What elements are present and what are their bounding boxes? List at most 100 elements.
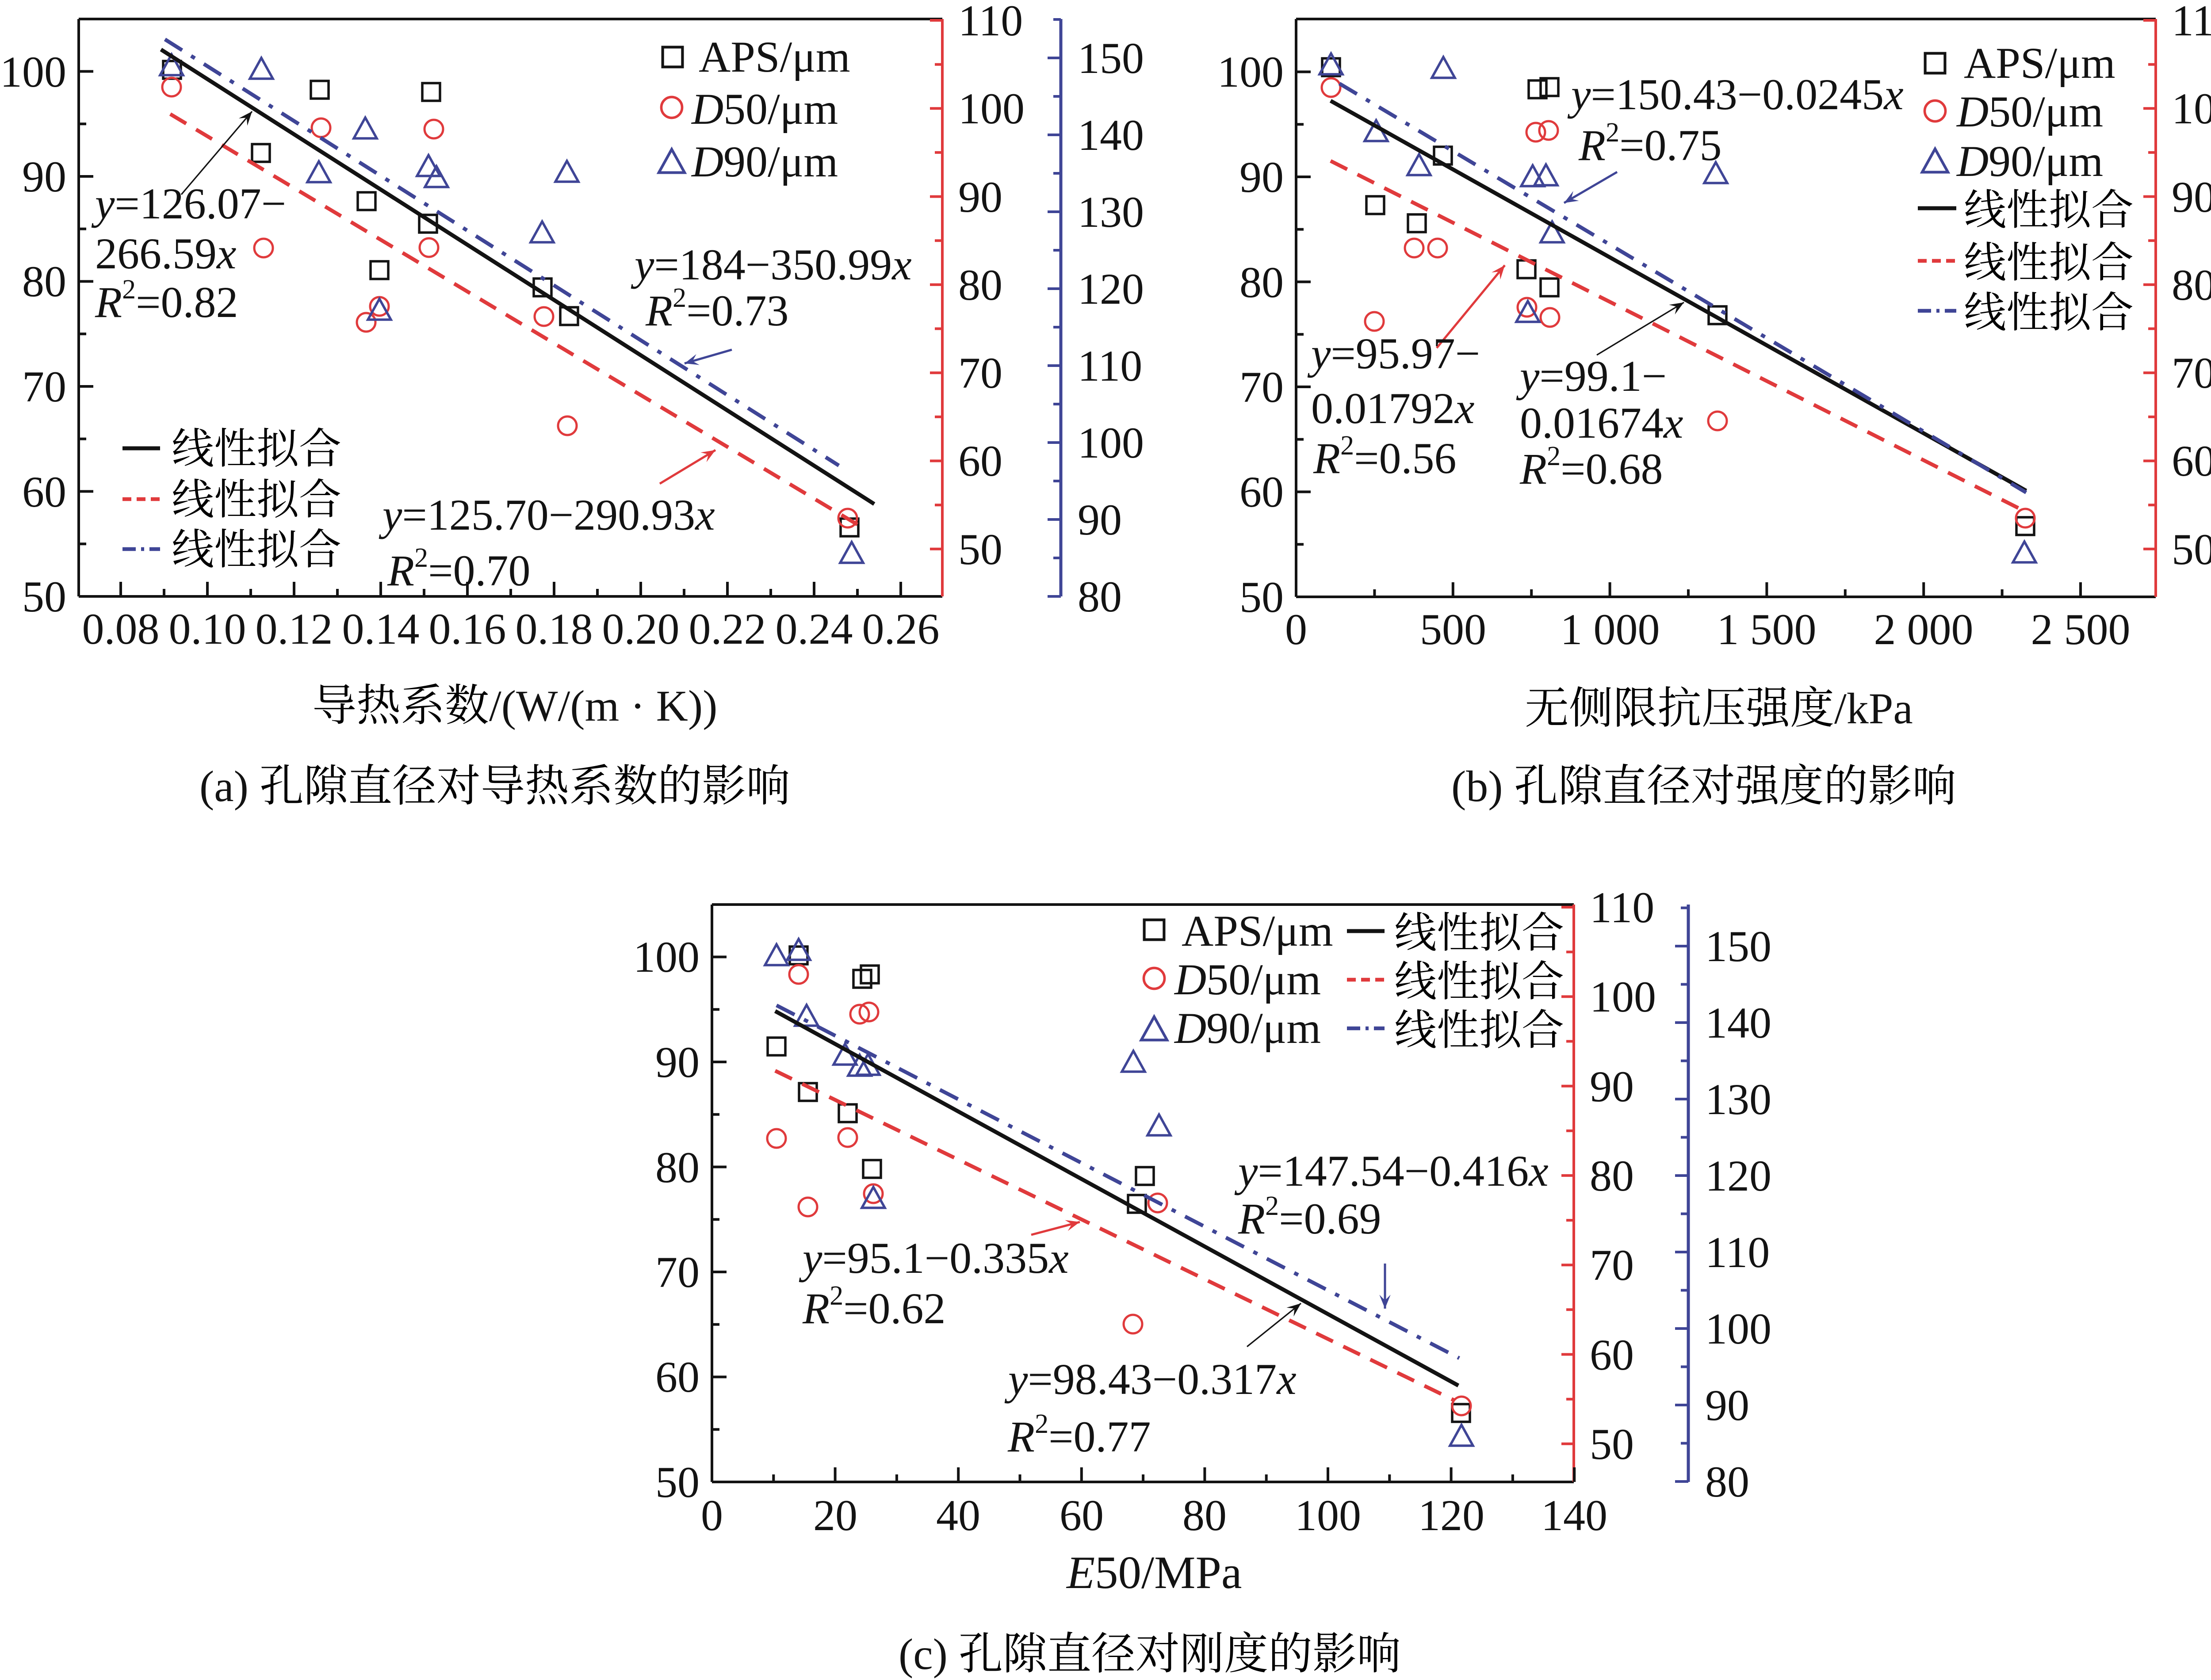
svg-text:/(W/(m · K)): /(W/(m · K)) [489, 681, 717, 730]
svg-text:90: 90 [2172, 172, 2211, 221]
svg-text:y=95.1−0.335x: y=95.1−0.335x [799, 1233, 1069, 1283]
svg-text:APS/μm: APS/μm [1182, 906, 1333, 955]
svg-text:90: 90 [655, 1038, 700, 1087]
svg-text:0.10: 0.10 [169, 604, 246, 653]
svg-text:100: 100 [0, 47, 66, 96]
svg-text:500: 500 [1420, 605, 1486, 654]
svg-text:R2​=0.77: R2​=0.77 [1007, 1409, 1151, 1461]
svg-text:y=98.43−0.317x: y=98.43−0.317x [1004, 1355, 1297, 1404]
svg-text:50: 50 [2172, 525, 2211, 574]
svg-text:y=150.43−0.0245x: y=150.43−0.0245x [1567, 70, 1904, 119]
svg-text:y=99.1−: y=99.1− [1516, 351, 1667, 401]
svg-text:80: 80 [1182, 1491, 1227, 1540]
svg-text:90: 90 [22, 152, 66, 201]
svg-text:50: 50 [1239, 573, 1284, 622]
svg-text:y=126.07−: y=126.07− [91, 179, 286, 228]
svg-text:70: 70 [2172, 348, 2211, 397]
svg-text:APS/μm: APS/μm [699, 32, 850, 81]
svg-text:20: 20 [813, 1491, 857, 1540]
svg-text:140: 140 [1541, 1491, 1607, 1540]
svg-text:90: 90 [1705, 1381, 1749, 1430]
svg-text:80: 80 [2172, 260, 2211, 309]
svg-text:2 000: 2 000 [1874, 605, 1974, 654]
svg-text:90: 90 [1239, 153, 1284, 202]
svg-text:70: 70 [22, 362, 66, 411]
svg-text:0.01674x: 0.01674x [1520, 398, 1683, 447]
svg-text:80: 80 [1239, 258, 1284, 307]
svg-text:120: 120 [1705, 1151, 1771, 1200]
svg-text:140: 140 [1705, 998, 1771, 1047]
svg-text:150: 150 [1078, 34, 1144, 83]
svg-text:266.59x: 266.59x [95, 229, 236, 278]
svg-text:R2​=0.62: R2​=0.62 [802, 1281, 946, 1333]
svg-text:90: 90 [1590, 1062, 1634, 1111]
svg-text:y=147.54−0.416x: y=147.54−0.416x [1234, 1146, 1549, 1195]
svg-text:0: 0 [1285, 605, 1307, 654]
svg-text:60: 60 [1060, 1491, 1104, 1540]
svg-text:90: 90 [958, 172, 1002, 221]
svg-text:130: 130 [1705, 1075, 1771, 1124]
svg-text:R2​=0.70: R2​=0.70 [387, 543, 531, 595]
svg-text:50: 50 [958, 525, 1002, 574]
svg-text:60: 60 [655, 1352, 700, 1401]
svg-text:100: 100 [1705, 1304, 1771, 1353]
svg-text:R2​=0.68: R2​=0.68 [1519, 441, 1663, 493]
svg-text:130: 130 [1078, 187, 1144, 237]
svg-text:100: 100 [958, 84, 1025, 133]
svg-text:y=125.70−290.93x: y=125.70−290.93x [379, 490, 715, 539]
svg-text:E: E [1066, 1546, 1095, 1598]
svg-text:80: 80 [22, 257, 66, 306]
svg-text:120: 120 [1418, 1491, 1484, 1540]
svg-text:80: 80 [1078, 572, 1122, 621]
svg-text:50: 50 [22, 572, 66, 621]
svg-text:D: D [1956, 137, 1989, 186]
svg-text:50/μm: 50/μm [1989, 87, 2103, 136]
svg-text:110: 110 [1705, 1228, 1770, 1277]
svg-text:0.20: 0.20 [602, 604, 680, 653]
svg-text:60: 60 [22, 467, 66, 516]
svg-text:90/μm: 90/μm [1989, 137, 2103, 186]
svg-text:0.18: 0.18 [516, 604, 593, 653]
svg-text:60: 60 [2172, 436, 2211, 485]
svg-text:D: D [691, 84, 723, 134]
svg-text:R2​=0.82: R2​=0.82 [95, 275, 238, 327]
svg-text:(a): (a) [199, 762, 249, 811]
svg-text:90/μm: 90/μm [1206, 1004, 1321, 1053]
svg-text:100: 100 [2172, 84, 2211, 133]
svg-text:80: 80 [1705, 1457, 1749, 1506]
svg-text:100: 100 [1078, 418, 1144, 467]
svg-text:70: 70 [958, 348, 1002, 397]
svg-text:100: 100 [1590, 972, 1656, 1021]
svg-text:(c): (c) [899, 1630, 948, 1679]
svg-text:R2​=0.73: R2​=0.73 [645, 283, 789, 335]
svg-text:100: 100 [633, 932, 700, 981]
svg-text:80: 80 [958, 260, 1002, 309]
svg-text:60: 60 [1590, 1330, 1634, 1379]
svg-text:150: 150 [1705, 922, 1771, 971]
svg-text:D: D [1174, 1004, 1206, 1053]
svg-text:120: 120 [1078, 264, 1144, 313]
svg-text:60: 60 [1239, 467, 1284, 516]
svg-text:50/MPa: 50/MPa [1095, 1546, 1242, 1598]
svg-text:100: 100 [1295, 1491, 1361, 1540]
svg-text:80: 80 [655, 1143, 700, 1192]
svg-text:90: 90 [1078, 495, 1122, 544]
svg-text:(b): (b) [1451, 762, 1503, 811]
svg-text:0: 0 [701, 1491, 723, 1540]
svg-text:50: 50 [1590, 1420, 1634, 1469]
svg-text:110: 110 [1078, 341, 1142, 390]
svg-text:50/μm: 50/μm [723, 84, 838, 134]
svg-text:APS/μm: APS/μm [1964, 38, 2115, 88]
svg-text:40: 40 [936, 1491, 980, 1540]
svg-text:D: D [691, 137, 723, 186]
svg-text:R2​=0.75: R2​=0.75 [1578, 118, 1722, 170]
svg-text:2 500: 2 500 [2031, 605, 2131, 654]
svg-text:0.12: 0.12 [256, 604, 333, 653]
svg-text:50/μm: 50/μm [1206, 955, 1321, 1004]
svg-text:90/μm: 90/μm [723, 137, 838, 186]
svg-text:0.14: 0.14 [342, 604, 420, 653]
svg-text:y=184−350.99x: y=184−350.99x [631, 240, 912, 289]
svg-text:100: 100 [1217, 47, 1284, 96]
svg-text:0.24: 0.24 [776, 604, 853, 653]
svg-text:0.22: 0.22 [689, 604, 766, 653]
